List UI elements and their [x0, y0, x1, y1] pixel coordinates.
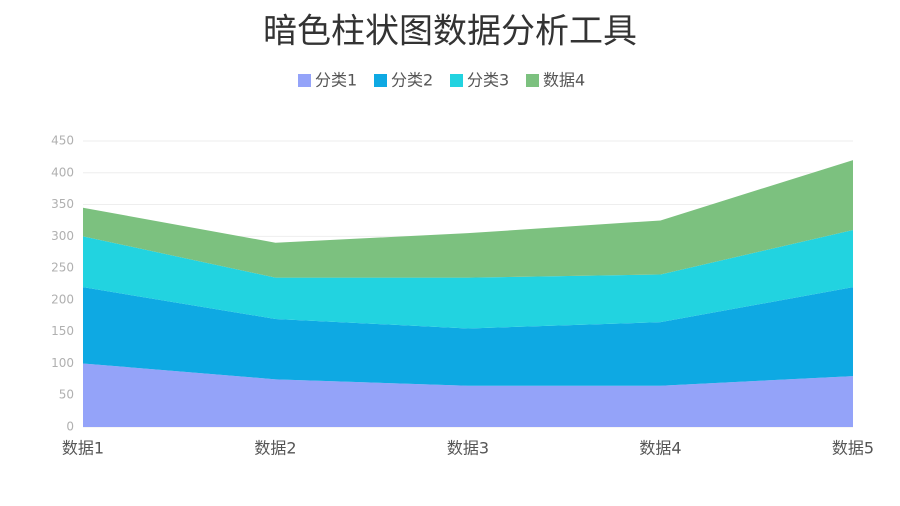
y-tick-label: 150 [51, 324, 74, 338]
area [83, 160, 853, 278]
y-tick-label: 200 [51, 292, 74, 306]
y-tick-label: 50 [59, 388, 74, 402]
legend-label: 数据4 [543, 71, 585, 90]
legend-label: 分类3 [467, 71, 509, 90]
y-tick-label: 300 [51, 229, 74, 243]
y-tick-label: 250 [51, 261, 74, 275]
x-tick-label: 数据4 [639, 439, 681, 458]
x-tick-label: 数据5 [832, 439, 874, 458]
y-tick-label: 100 [51, 356, 74, 370]
x-tick-label: 数据2 [254, 439, 296, 458]
legend-swatch [374, 74, 387, 87]
legend-swatch [450, 74, 463, 87]
y-tick-label: 450 [51, 134, 74, 148]
legend-swatch [526, 74, 539, 87]
y-tick-label: 0 [66, 420, 74, 434]
chart-title: 暗色柱状图数据分析工具 [263, 12, 637, 52]
x-tick-label: 数据3 [447, 439, 489, 458]
area [83, 229, 853, 329]
legend-label: 分类2 [391, 71, 433, 90]
area [83, 287, 853, 386]
y-tick-label: 400 [51, 165, 74, 179]
legend-label: 分类1 [315, 71, 357, 90]
x-tick-label: 数据1 [62, 439, 104, 458]
legend-swatch [298, 74, 311, 87]
y-tick-label: 350 [51, 197, 74, 211]
